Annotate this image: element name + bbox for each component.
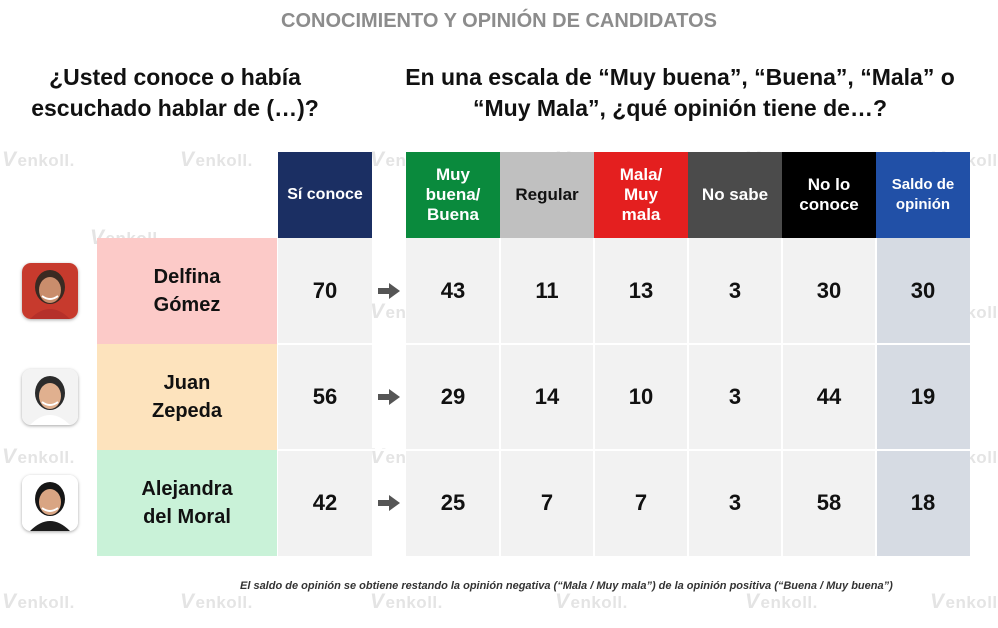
candidate-name: Alejandra del Moral xyxy=(97,450,277,556)
column-header-no-sabe: No sabe xyxy=(688,152,782,238)
row-divider xyxy=(278,343,970,345)
value-mala: 13 xyxy=(594,238,688,344)
value-no-conoce: 30 xyxy=(782,238,876,344)
footnote: El saldo de opinión se obtiene restando … xyxy=(240,580,893,592)
column-header-no-conoce: No lo conoce xyxy=(782,152,876,238)
candidate-name: Juan Zepeda xyxy=(97,344,277,450)
value-si-conoce: 56 xyxy=(278,344,372,450)
value-buena: 43 xyxy=(406,238,500,344)
arrow-right-icon xyxy=(378,495,400,511)
watermark-logo: Venkoll. xyxy=(370,590,443,613)
value-no-conoce: 44 xyxy=(782,344,876,450)
arrow-right-icon xyxy=(378,389,400,405)
value-regular: 14 xyxy=(500,344,594,450)
column-divider xyxy=(687,238,689,556)
value-buena: 25 xyxy=(406,450,500,556)
column-header-regular: Regular xyxy=(500,152,594,238)
column-header-label: Regular xyxy=(515,185,579,204)
person-icon xyxy=(22,369,78,425)
watermark-logo: Venkoll. xyxy=(180,148,253,171)
watermark-logo: Venkoll. xyxy=(180,590,253,613)
watermark-logo: Venkoll. xyxy=(555,590,628,613)
candidate-name-label: Alejandra del Moral xyxy=(141,478,233,528)
knowledge-question: ¿Usted conoce o había escuchado hablar d… xyxy=(31,64,319,121)
column-header-label: Muy buena/ Buena xyxy=(425,165,481,224)
watermark-logo: Venkoll. xyxy=(930,590,998,613)
value-buena: 29 xyxy=(406,344,500,450)
value-si-conoce: 42 xyxy=(278,450,372,556)
person-icon xyxy=(22,475,78,531)
candidate-name: Delfina Gómez xyxy=(97,238,277,344)
column-header-label: Saldo de opinión xyxy=(891,176,955,213)
value-regular: 7 xyxy=(500,450,594,556)
value-mala: 10 xyxy=(594,344,688,450)
row-divider xyxy=(278,449,970,451)
value-si-conoce: 70 xyxy=(278,238,372,344)
value-no-sabe: 3 xyxy=(688,344,782,450)
column-header-label: Sí conoce xyxy=(287,186,363,203)
page-title: CONOCIMIENTO Y OPINIÓN DE CANDIDATOS xyxy=(281,10,717,32)
column-header-label: No sabe xyxy=(701,185,769,204)
column-header-si-conoce: Sí conoce xyxy=(278,152,372,238)
column-divider xyxy=(593,238,595,556)
column-divider xyxy=(781,238,783,556)
column-divider xyxy=(499,238,501,556)
column-header-label: Mala/ Muy mala xyxy=(619,165,663,224)
value-no-sabe: 3 xyxy=(688,450,782,556)
watermark-logo: Venkoll. xyxy=(745,590,818,613)
value-no-conoce: 58 xyxy=(782,450,876,556)
value-saldo: 30 xyxy=(876,238,970,344)
value-regular: 11 xyxy=(500,238,594,344)
candidate-name-label: Delfina Gómez xyxy=(153,266,221,316)
watermark-logo: Venkoll. xyxy=(2,590,75,613)
column-header-saldo: Saldo de opinión xyxy=(876,152,970,238)
column-divider xyxy=(875,238,877,556)
column-header-buena: Muy buena/ Buena xyxy=(406,152,500,238)
person-icon xyxy=(22,263,78,319)
arrow-right-icon xyxy=(378,283,400,299)
column-header-label: No lo conoce xyxy=(799,175,859,214)
watermark-logo: Venkoll. xyxy=(2,445,75,468)
value-no-sabe: 3 xyxy=(688,238,782,344)
value-saldo: 18 xyxy=(876,450,970,556)
value-mala: 7 xyxy=(594,450,688,556)
candidate-name-label: Juan Zepeda xyxy=(151,372,223,422)
watermark-logo: Venkoll. xyxy=(2,148,75,171)
column-header-mala: Mala/ Muy mala xyxy=(594,152,688,238)
value-saldo: 19 xyxy=(876,344,970,450)
opinion-question: En una escala de “Muy buena”, “Buena”, “… xyxy=(405,64,955,121)
